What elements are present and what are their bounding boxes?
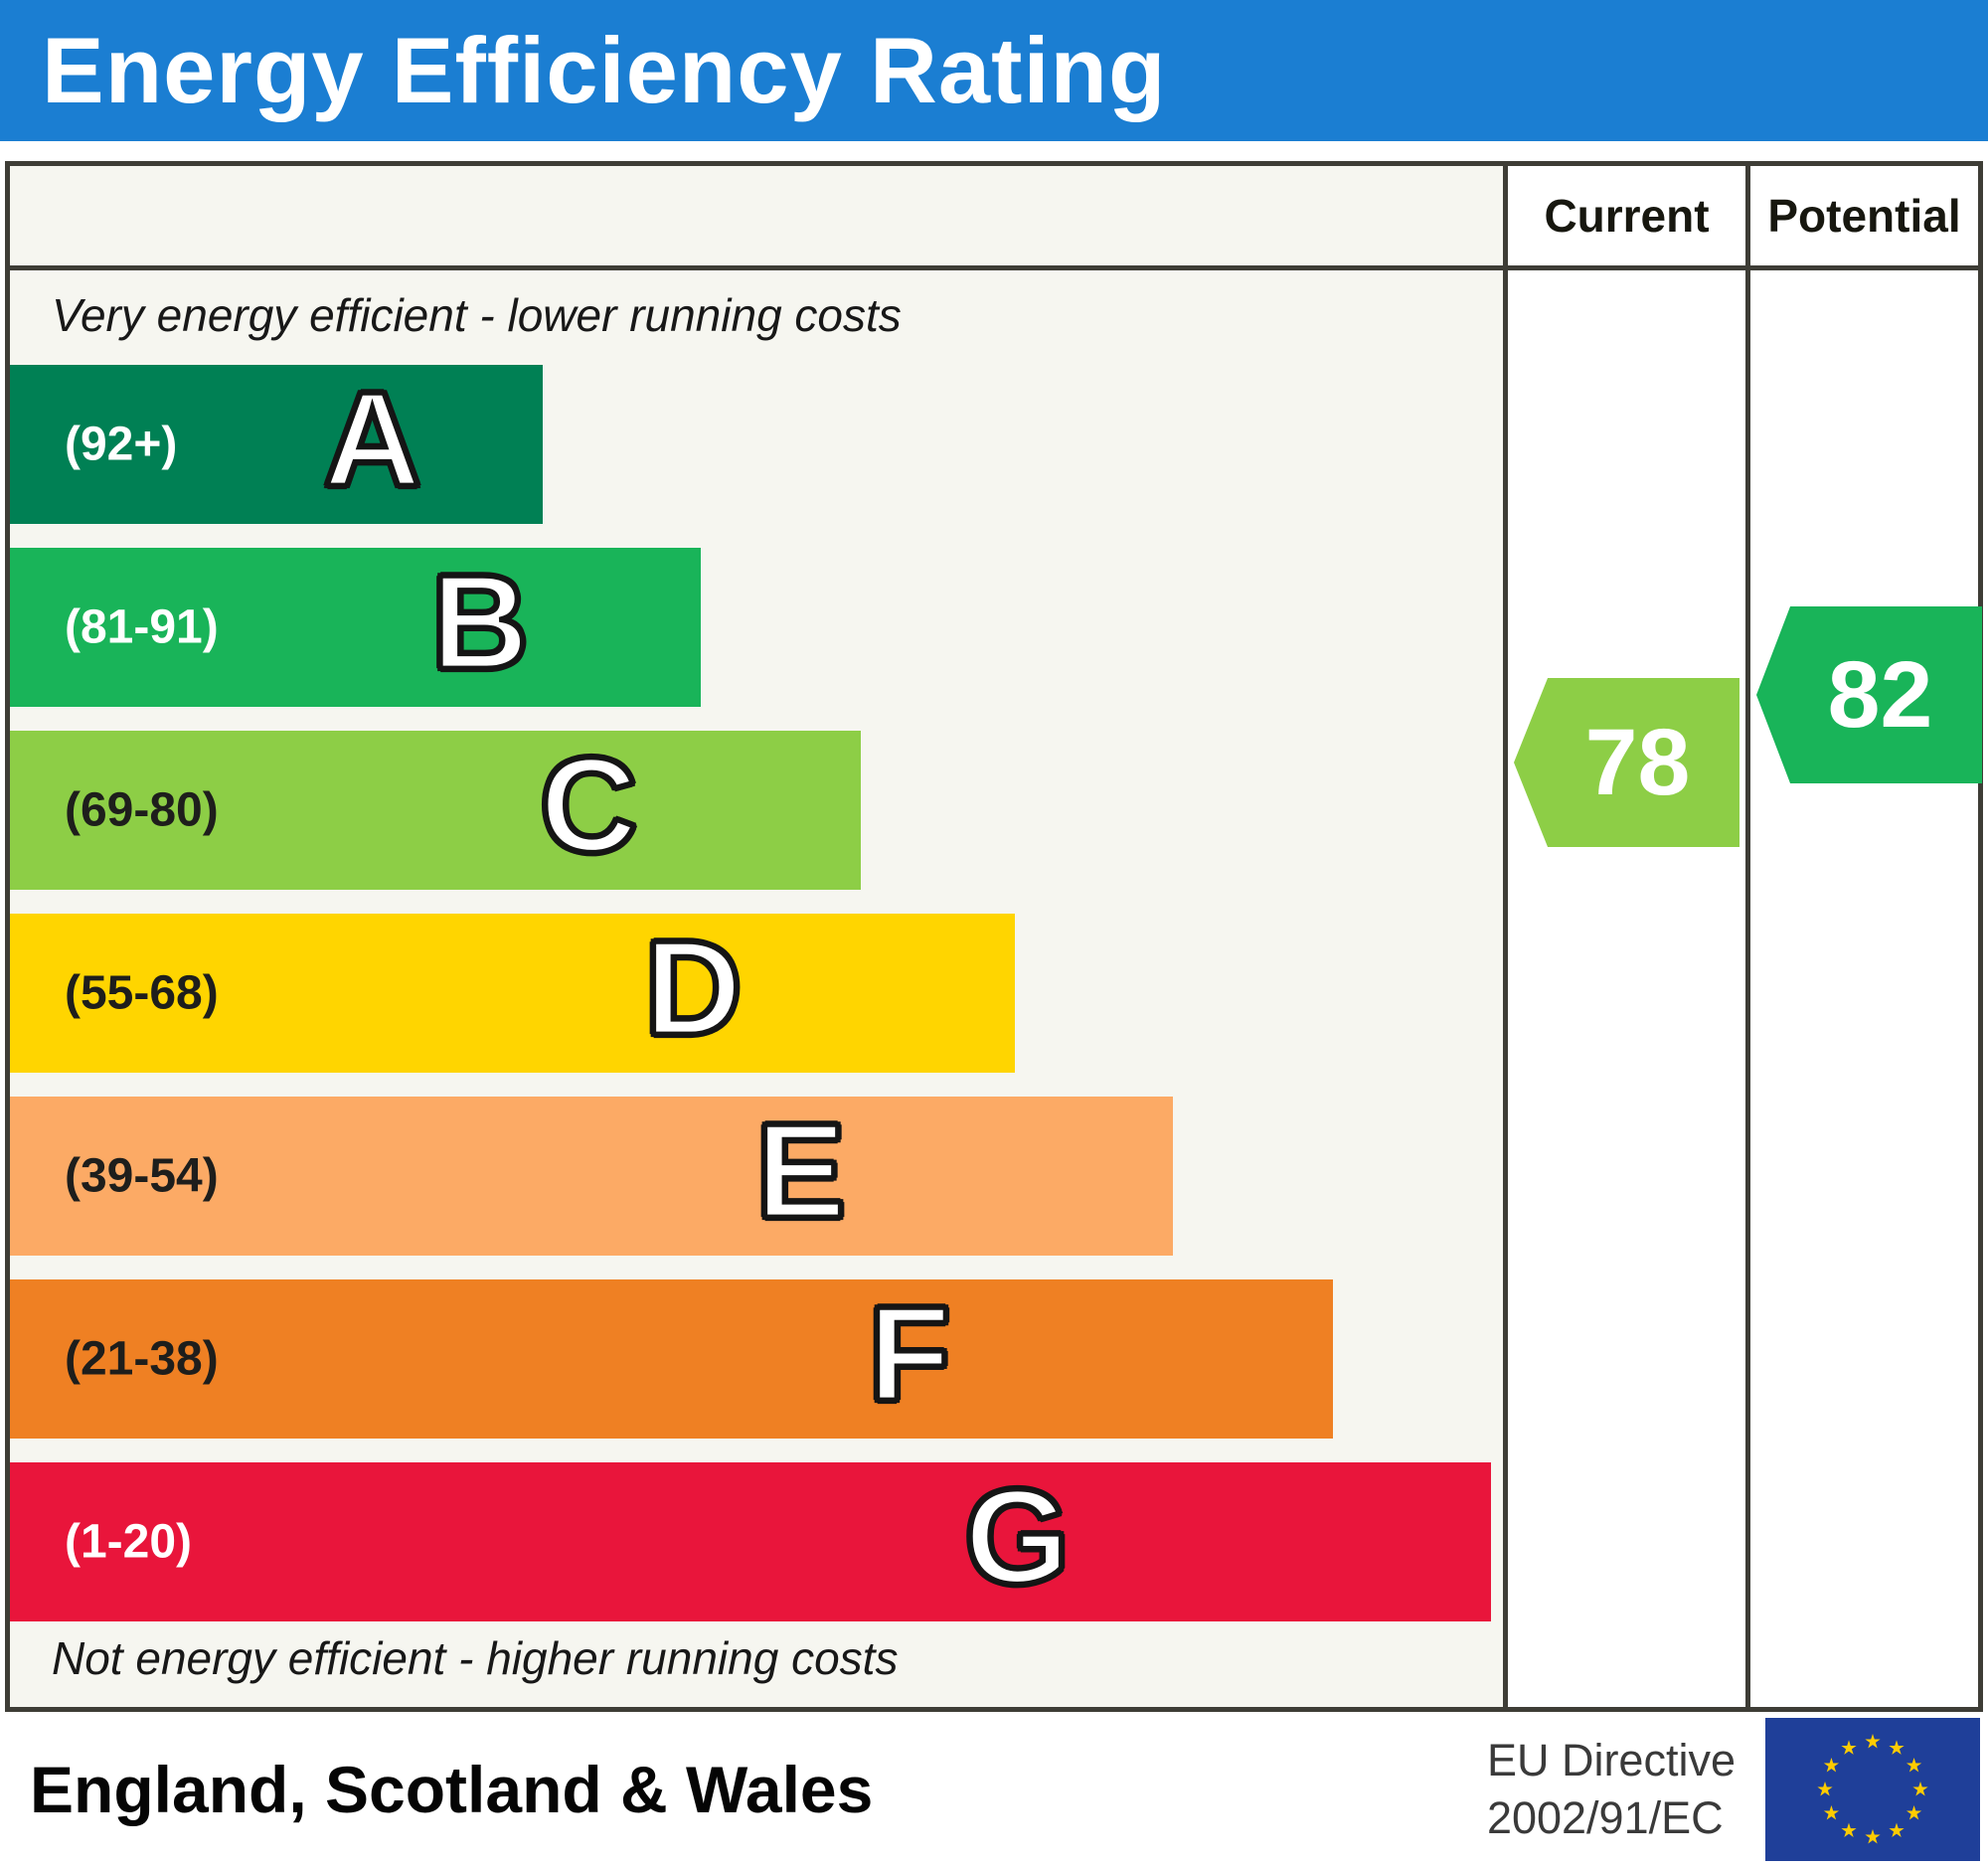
current-column: 78: [1503, 270, 1745, 1707]
eu-directive-line1: EU Directive: [1486, 1734, 1736, 1785]
bottom-note: Not energy efficient - higher running co…: [52, 1632, 899, 1684]
band-row-G: (1-20) G: [10, 1462, 1491, 1621]
chart-body: Very energy efficient - lower running co…: [10, 270, 1982, 1707]
band-letter: A: [321, 364, 422, 515]
eu-flag-star: [1823, 1805, 1840, 1820]
band-range-label: (1-20): [65, 1515, 193, 1569]
top-note: Very energy efficient - lower running co…: [52, 289, 902, 341]
footer: England, Scotland & Wales EU Directive 2…: [0, 1712, 1988, 1867]
bands-column: Very energy efficient - lower running co…: [10, 270, 1503, 1707]
band-letter: C: [538, 730, 639, 881]
band-letter: G: [962, 1461, 1072, 1612]
band-row-D: (55-68) D: [10, 914, 1015, 1073]
band-row-C: (69-80) C: [10, 730, 862, 890]
eu-flag-star: [1841, 1740, 1857, 1755]
eu-flag-star: [1823, 1758, 1840, 1773]
band-letter: D: [642, 913, 744, 1064]
band-range-label: (39-54): [65, 1149, 219, 1203]
potential-rating-value: 82: [1827, 641, 1933, 748]
band-row-A: (92+) A: [10, 364, 544, 524]
current-column-header: Current: [1503, 166, 1745, 265]
title-bar: Energy Efficiency Rating: [0, 0, 1988, 141]
header-spacer: [10, 166, 1503, 265]
eu-flag-icon: [1765, 1718, 1980, 1861]
band-range-label: (69-80): [65, 783, 219, 837]
band-letter: E: [753, 1096, 848, 1247]
eu-flag-star: [1912, 1782, 1928, 1796]
current-rating-value: 78: [1584, 709, 1691, 815]
eu-flag-star: [1841, 1822, 1857, 1838]
potential-rating-arrow: 82: [1756, 606, 1982, 783]
band-range-label: (55-68): [65, 966, 219, 1020]
band-letter: B: [429, 547, 531, 698]
band-range-label: (21-38): [65, 1332, 219, 1386]
band-letter: F: [866, 1278, 952, 1430]
eu-flag-star: [1865, 1734, 1881, 1749]
footer-right: EU Directive 2002/91/EC: [1487, 1718, 1980, 1861]
band-row-E: (39-54) E: [10, 1096, 1174, 1256]
column-header-row: Current Potential: [10, 166, 1978, 270]
eu-directive-label: EU Directive 2002/91/EC: [1487, 1732, 1736, 1848]
band-row-B: (81-91) B: [10, 547, 702, 707]
region-label: England, Scotland & Wales: [30, 1753, 874, 1826]
bands-container: (92+) A (81-91) B (69-80) C (55-68) D (39-54) E (2…: [10, 365, 1503, 1645]
band-range-label: (81-91): [65, 600, 219, 654]
potential-column-header: Potential: [1745, 166, 1978, 265]
eu-flag-star: [1865, 1829, 1881, 1844]
eu-flag-star: [1817, 1782, 1833, 1796]
epc-rating-table: Current Potential Very energy efficient …: [5, 161, 1983, 1712]
current-rating-arrow: 78: [1514, 678, 1740, 847]
potential-column: 82: [1745, 270, 1982, 1707]
band-row-F: (21-38) F: [10, 1279, 1333, 1439]
eu-flag-star: [1905, 1805, 1922, 1820]
eu-flag-star: [1905, 1758, 1922, 1773]
eu-directive-line2: 2002/91/EC: [1486, 1792, 1724, 1843]
band-range-label: (92+): [65, 418, 178, 471]
eu-flag-star: [1889, 1740, 1905, 1755]
eu-flag-star: [1889, 1822, 1905, 1838]
page-title: Energy Efficiency Rating: [42, 18, 1167, 122]
